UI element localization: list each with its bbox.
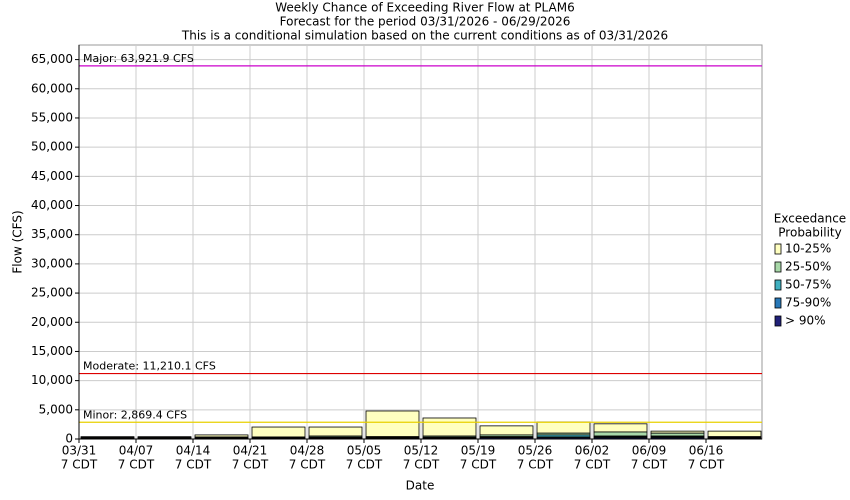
- legend-title: Exceedance: [774, 212, 846, 226]
- bar-segment: [536, 421, 591, 434]
- x-tick-label: 05/12: [404, 444, 439, 458]
- y-tick-label: 65,000: [31, 52, 73, 66]
- bar-segment: [422, 417, 477, 437]
- x-tick-label: 03/31: [62, 444, 97, 458]
- legend-swatch: [774, 315, 782, 327]
- bar-segment: [593, 431, 648, 437]
- x-tick-label: 05/26: [518, 444, 553, 458]
- bar-segment: [707, 430, 762, 438]
- y-tick-label: 55,000: [31, 110, 73, 124]
- y-tick-label: 35,000: [31, 227, 73, 241]
- bar-segment: [479, 425, 534, 436]
- x-tick-label: 7 CDT: [403, 458, 440, 472]
- x-tick-label: 7 CDT: [118, 458, 155, 472]
- y-tick-label: 40,000: [31, 198, 73, 212]
- bar-segment: [593, 423, 648, 433]
- y-axis-label: Flow (CFS): [11, 210, 25, 273]
- x-tick-label: 04/28: [290, 444, 325, 458]
- legend-label: 75-90%: [785, 296, 831, 310]
- y-tick-label: 25,000: [31, 286, 73, 300]
- legend-label: 50-75%: [785, 278, 831, 292]
- x-tick-label: 7 CDT: [460, 458, 497, 472]
- y-tick-label: 5,000: [39, 402, 73, 416]
- x-tick-label: 7 CDT: [175, 458, 212, 472]
- y-tick-label: 50,000: [31, 140, 73, 154]
- x-tick-label: 7 CDT: [574, 458, 611, 472]
- bar-segment: [251, 426, 306, 438]
- legend-title: Probability: [778, 226, 841, 240]
- bar-segment: [365, 410, 420, 438]
- y-tick-label: 30,000: [31, 256, 73, 270]
- y-tick-label: 60,000: [31, 81, 73, 95]
- x-tick-label: 7 CDT: [289, 458, 326, 472]
- y-tick-label: 10,000: [31, 373, 73, 387]
- x-tick-label: 05/05: [347, 444, 382, 458]
- x-tick-label: 05/19: [461, 444, 496, 458]
- bar-segment: [650, 432, 705, 437]
- chart-subtitle: Forecast for the period 03/31/2026 - 06/…: [280, 15, 571, 29]
- x-tick-label: 7 CDT: [688, 458, 725, 472]
- legend-swatch: [774, 243, 782, 255]
- y-tick-label: 45,000: [31, 169, 73, 183]
- x-tick-label: 04/07: [119, 444, 154, 458]
- x-tick-label: 06/16: [689, 444, 724, 458]
- legend-label: 10-25%: [785, 242, 831, 256]
- x-tick-label: 7 CDT: [346, 458, 383, 472]
- y-tick-label: 15,000: [31, 344, 73, 358]
- legend-label: > 90%: [785, 314, 826, 328]
- y-tick-label: 0: [65, 432, 73, 446]
- bar-segment: [308, 426, 363, 437]
- y-tick-label: 20,000: [31, 315, 73, 329]
- chart-title: Weekly Chance of Exceeding River Flow at…: [275, 1, 574, 15]
- x-tick-label: 06/02: [575, 444, 610, 458]
- legend-swatch: [774, 279, 782, 291]
- x-tick-label: 7 CDT: [631, 458, 668, 472]
- x-tick-label: 7 CDT: [232, 458, 269, 472]
- x-tick-label: 04/14: [176, 444, 211, 458]
- threshold-label: Moderate: 11,210.1 CFS: [83, 360, 216, 373]
- legend-label: 25-50%: [785, 260, 831, 274]
- x-tick-label: 7 CDT: [61, 458, 98, 472]
- x-axis-label: Date: [406, 479, 435, 493]
- legend-swatch: [774, 261, 782, 273]
- x-tick-label: 7 CDT: [517, 458, 554, 472]
- legend-swatch: [774, 297, 782, 309]
- threshold-label: Major: 63,921.9 CFS: [83, 52, 194, 65]
- chart-subtitle: This is a conditional simulation based o…: [181, 29, 668, 43]
- threshold-label: Minor: 2,869.4 CFS: [83, 408, 187, 421]
- x-tick-label: 04/21: [233, 444, 268, 458]
- x-tick-label: 06/09: [632, 444, 667, 458]
